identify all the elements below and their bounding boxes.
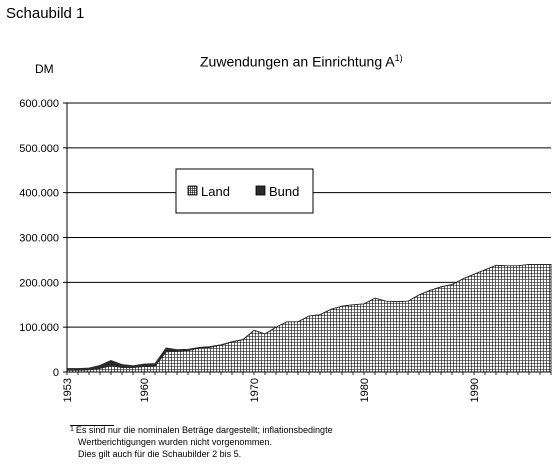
series-areas: [66, 264, 552, 373]
legend: Land Bund: [175, 168, 314, 214]
series-area-bund: [66, 264, 551, 371]
chart-title: Zuwendungen an Einrichtung A1): [200, 53, 403, 70]
footnote-mark: 1: [70, 426, 74, 433]
y-tick-label: 600.000: [19, 98, 59, 110]
y-tick-label: 400.000: [19, 188, 59, 200]
legend-swatch-bund: [255, 185, 266, 196]
footnote-line-2: Wertberichtigungen wurden nicht vorgenom…: [78, 437, 272, 447]
footnote-line-3: Dies gilt auch für die Schaubilder 2 bis…: [78, 449, 242, 459]
x-tick-label: 1953: [62, 378, 74, 402]
y-tick-label: 200.000: [19, 277, 59, 289]
y-tick-labels: 0 100.000 200.000 300.000 400.000 500.000 600.…: [19, 98, 59, 379]
legend-label-land: Land: [201, 184, 230, 199]
chart-title-footnote-ref: 1): [394, 53, 403, 63]
y-tick-label: 0: [53, 367, 59, 379]
x-tick-label: 1960: [139, 378, 151, 402]
x-tick-label: 1970: [249, 378, 261, 402]
figure-label: Schaubild 1: [6, 5, 85, 22]
axes: [63, 102, 552, 375]
y-tick-label: 500.000: [19, 143, 59, 155]
legend-swatch-land: [187, 185, 198, 196]
legend-label-bund: Bund: [269, 184, 299, 199]
y-tick-label: 100.000: [19, 322, 59, 334]
series-area-land: [66, 264, 552, 373]
x-tick-label: 1980: [359, 378, 371, 402]
footnote: 1 Es sind nur die nominalen Beträge darge…: [70, 424, 333, 460]
footnote-rule: [70, 425, 114, 426]
y-tick-label: 300.000: [19, 233, 59, 245]
x-tick-labels: 1953 1960 1970 1980 1990: [62, 378, 481, 402]
legend-box: [175, 168, 314, 214]
x-tick-label: 1990: [469, 378, 481, 402]
chart-title-text: Zuwendungen an Einrichtung A: [200, 53, 395, 70]
y-axis-unit-label: DM: [35, 62, 54, 76]
footnote-line-1: 1 Es sind nur die nominalen Beträge darge…: [70, 425, 333, 435]
